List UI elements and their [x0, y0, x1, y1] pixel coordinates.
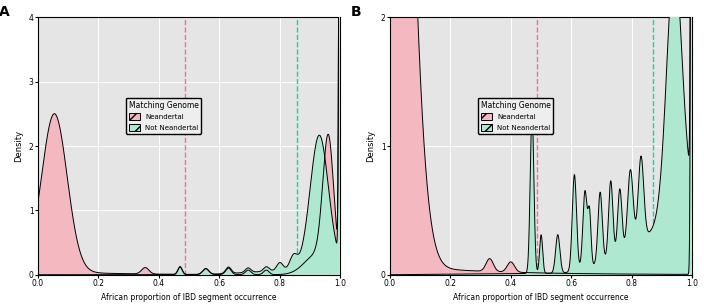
- X-axis label: African proportion of IBD segment occurrence: African proportion of IBD segment occurr…: [453, 294, 629, 302]
- X-axis label: African proportion of IBD segment occurrence: African proportion of IBD segment occurr…: [101, 294, 277, 302]
- Y-axis label: Density: Density: [366, 130, 375, 162]
- Text: A: A: [0, 5, 9, 18]
- Legend: Neandertal, Not Neandertal: Neandertal, Not Neandertal: [478, 98, 553, 134]
- Legend: Neandertal, Not Neandertal: Neandertal, Not Neandertal: [126, 98, 201, 134]
- Y-axis label: Density: Density: [14, 130, 23, 162]
- Text: B: B: [351, 5, 361, 18]
